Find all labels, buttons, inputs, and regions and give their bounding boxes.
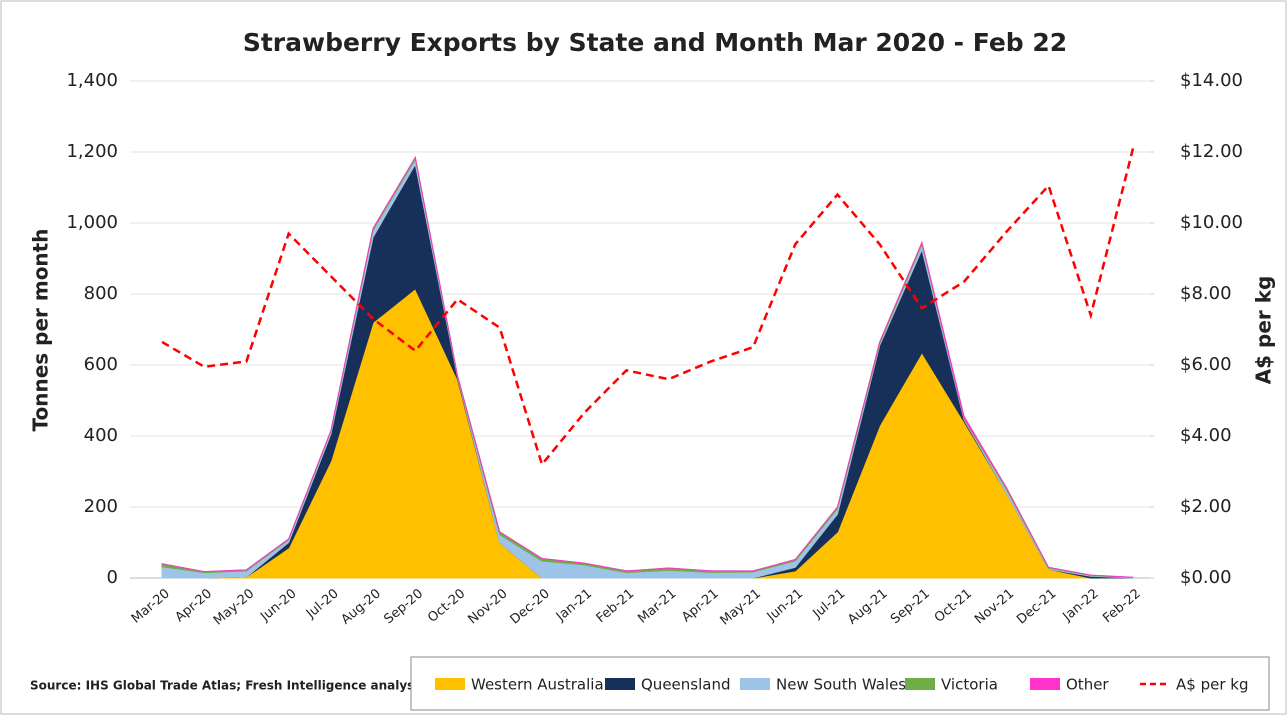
y2-tick-label: $2.00: [1180, 496, 1232, 517]
legend-label: A$ per kg: [1176, 676, 1248, 694]
y2-axis-label: A$ per kg: [1252, 276, 1276, 385]
price-line: [161, 148, 1135, 467]
y-tick-label: 800: [84, 283, 118, 304]
y2-tick-label: $0.00: [1180, 567, 1232, 588]
y-tick-label: 200: [84, 496, 118, 517]
y2-tick-label: $12.00: [1180, 141, 1243, 162]
y-tick-label: 400: [84, 425, 118, 446]
y-tick-label: 1,200: [66, 141, 118, 162]
legend-label: Victoria: [941, 676, 998, 694]
y2-tick-label: $6.00: [1180, 354, 1232, 375]
y2-tick-label: $14.00: [1180, 70, 1243, 91]
y-tick-label: 1,400: [66, 70, 118, 91]
legend-swatch: [605, 678, 635, 690]
legend-swatch: [435, 678, 465, 690]
area-4: [161, 155, 1134, 578]
legend-swatch: [740, 678, 770, 690]
y2-tick-label: $8.00: [1180, 283, 1232, 304]
y-tick-label: 600: [84, 354, 118, 375]
legend-label: Queensland: [641, 676, 730, 694]
legend-label: Other: [1066, 676, 1109, 694]
legend-label: Western Australia: [471, 676, 604, 694]
source: Source: IHS Global Trade Atlas; Fresh In…: [30, 679, 426, 693]
legend-swatch: [1030, 678, 1060, 690]
y-axis-label: Tonnes per month: [29, 229, 53, 432]
legend-label: New South Wales: [776, 676, 906, 694]
chart-title: Strawberry Exports by State and Month Ma…: [243, 28, 1067, 57]
legend-box: [410, 656, 1270, 711]
y2-tick-label: $10.00: [1180, 212, 1243, 233]
y2-tick-label: $4.00: [1180, 425, 1232, 446]
legend-swatch: [905, 678, 935, 690]
y-tick-label: 1,000: [66, 212, 118, 233]
y-tick-label: 0: [107, 567, 118, 588]
